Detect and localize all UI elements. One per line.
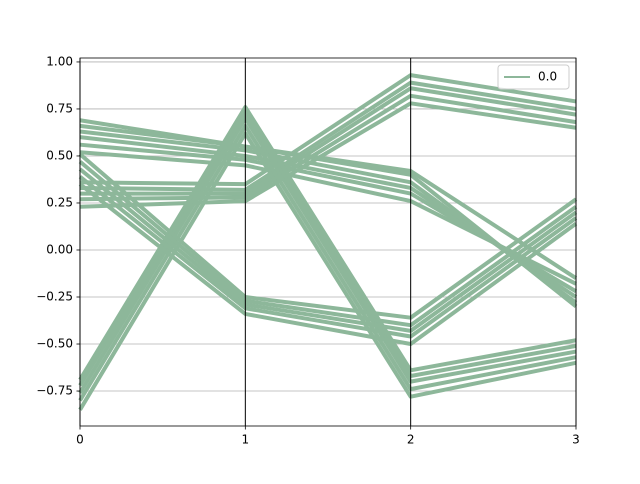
legend-label: 0.0 [538,70,557,84]
data-line [79,80,577,192]
y-tick-label: −0.50 [36,337,73,351]
data-line [78,175,578,339]
x-tick-label: 0 [76,433,84,447]
plot-frame [79,57,577,427]
data-line [78,131,577,411]
data-line [78,160,578,328]
data-line [78,152,578,320]
y-tick-label: 0.25 [46,195,73,209]
legend-box [497,64,570,90]
legend: 0.0 [497,64,570,90]
data-line [79,101,577,209]
x-tick-label: 1 [242,433,250,447]
y-tick-label: 0.50 [46,148,73,162]
data-line [79,93,577,202]
axes: −0.75 −0.50 −0.25 0.00 0.25 0.50 0.75 1.00 0 1 2 3 0… [36,54,580,446]
data-line [79,73,577,187]
data-line [78,116,577,394]
y-tick-label: 0.00 [46,242,73,256]
data-line [79,118,578,280]
x-tick-label: 2 [407,433,415,447]
data-line [80,86,577,196]
y-tick-label: −0.25 [36,290,73,304]
y-tick-label: 0.75 [46,101,73,115]
y-tick-label: −0.75 [36,384,73,398]
y-tick-label: 1.00 [46,54,73,68]
data-line [78,182,578,347]
x-tick-label: 3 [572,433,580,447]
data-line [78,167,578,333]
data-line [78,123,577,402]
lines [78,73,578,411]
